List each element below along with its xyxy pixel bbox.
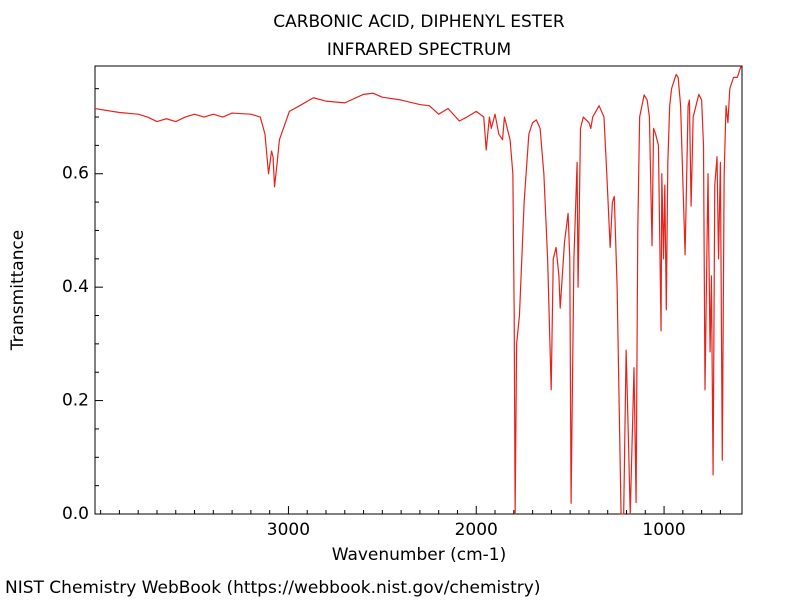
x-tick-label: 1000 [642, 520, 685, 540]
plot-frame [94, 65, 743, 515]
chart-subtitle: INFRARED SPECTRUM [327, 40, 511, 60]
y-tick-label: 0.6 [62, 164, 89, 184]
y-tick-label: 0.4 [62, 277, 89, 297]
x-axis-label: Wavenumber (cm-1) [332, 545, 507, 565]
chart-title: CARBONIC ACID, DIPHENYL ESTER [273, 12, 565, 32]
x-tick-label: 3000 [267, 520, 310, 540]
spectrum-line [94, 65, 742, 515]
y-axis-label: Transmittance [8, 230, 28, 352]
y-tick-label: 0.2 [62, 391, 89, 411]
source-note: NIST Chemistry WebBook (https://webbook.… [5, 578, 540, 598]
x-tick-label: 2000 [455, 520, 498, 540]
y-tick-label: 0.0 [62, 504, 89, 524]
